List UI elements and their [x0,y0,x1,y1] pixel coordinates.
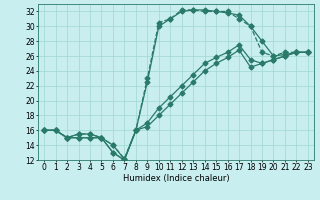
X-axis label: Humidex (Indice chaleur): Humidex (Indice chaleur) [123,174,229,183]
